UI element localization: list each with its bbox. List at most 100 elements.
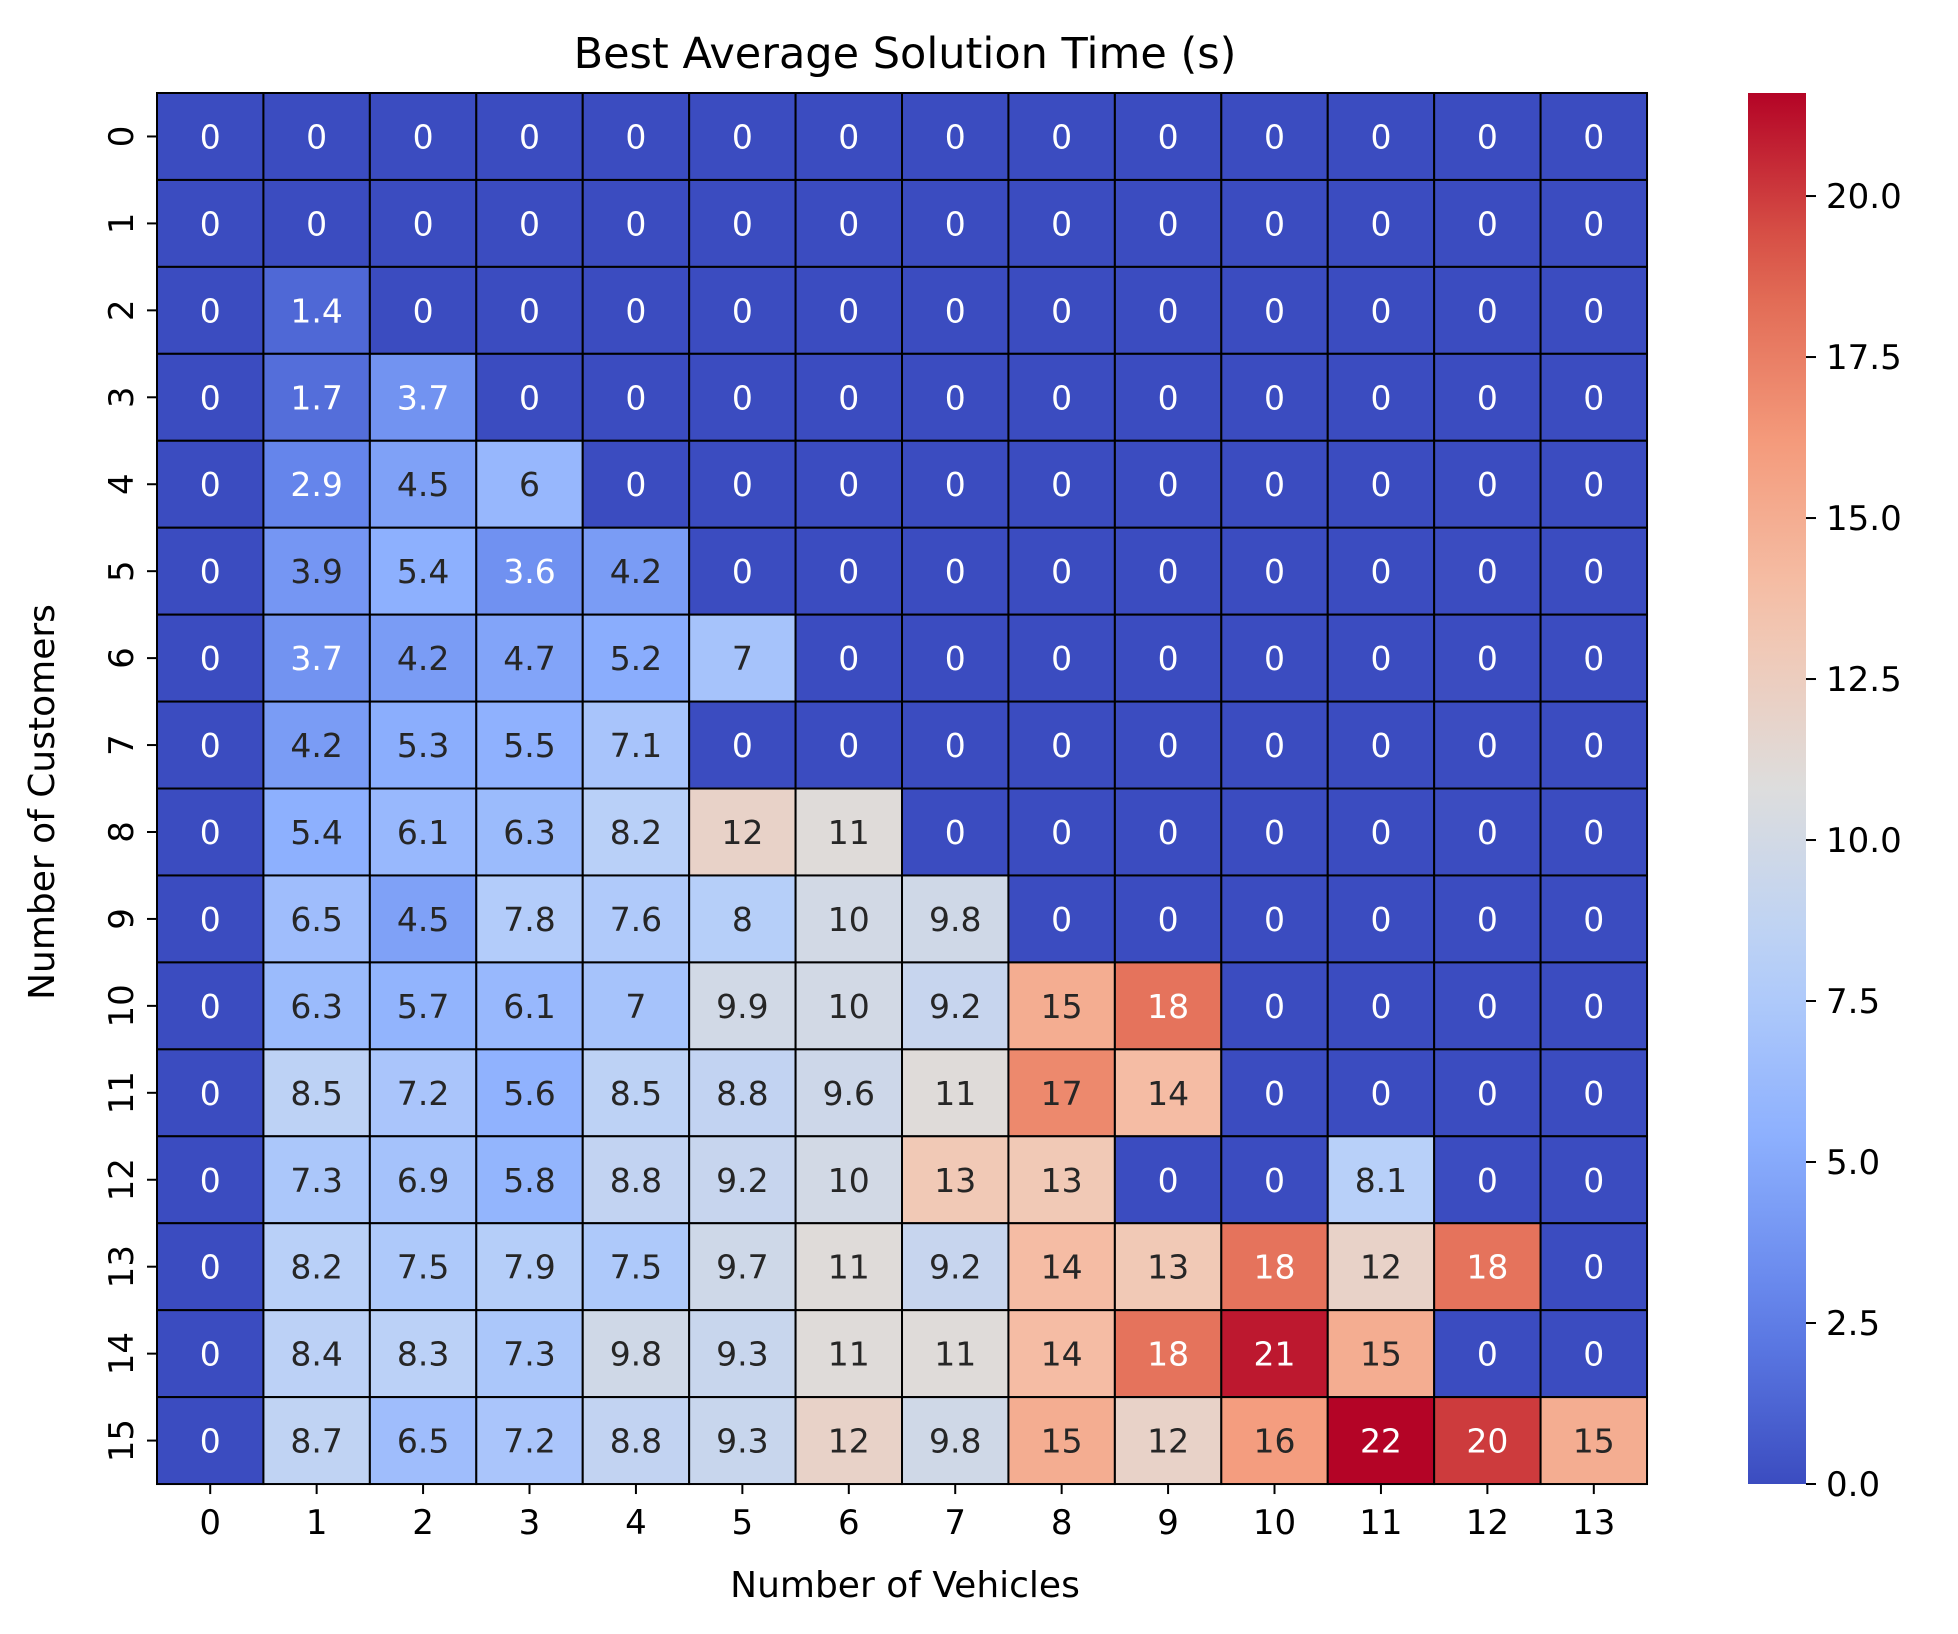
y-tick-label: 4 <box>102 473 142 495</box>
cell-value-label: 0 <box>1264 987 1285 1026</box>
cell-value-label: 13 <box>1041 1161 1083 1200</box>
heatmap-cell <box>368 92 478 181</box>
heatmap-cell <box>1326 92 1436 181</box>
cell-value-label: 0 <box>1264 813 1285 852</box>
heatmap-cell <box>368 874 478 964</box>
cell-value-label: 0 <box>1477 726 1498 765</box>
heatmap-cell <box>901 178 1010 268</box>
cell-value-label: 4.2 <box>397 639 449 678</box>
cell-value-label: 15 <box>1573 1422 1615 1461</box>
cell-value-label: 0 <box>200 900 221 939</box>
heatmap-cell <box>1220 613 1329 703</box>
heatmap-cell <box>156 613 265 703</box>
cell-value-label: 0 <box>200 639 221 678</box>
cell-value-label: 7 <box>732 639 753 678</box>
cell-value-label: 0 <box>1051 552 1072 591</box>
heatmap-cell <box>1220 1309 1329 1399</box>
heatmap-cell <box>901 352 1010 442</box>
cell-value-label: 5.4 <box>397 552 449 591</box>
cell-value-label: 3.7 <box>397 378 449 417</box>
heatmap-cell <box>1539 1135 1649 1225</box>
cell-value-label: 5.2 <box>610 639 662 678</box>
heatmap-cell <box>262 1048 371 1138</box>
cell-value-label: 0 <box>1583 1161 1604 1200</box>
cell-value-label: 0 <box>1477 378 1498 417</box>
heatmap-cell <box>475 613 584 703</box>
cell-value-label: 6.3 <box>290 987 342 1026</box>
cell-value-label: 0 <box>625 291 646 330</box>
x-tick-label: 5 <box>732 1503 754 1543</box>
cell-value-label: 12 <box>1360 1248 1402 1287</box>
cell-value-label: 11 <box>828 1335 870 1374</box>
heatmap-cell <box>156 1309 265 1399</box>
cell-value-label: 4.2 <box>290 726 342 765</box>
cell-value-label: 0 <box>838 204 859 243</box>
cell-value-label: 0 <box>732 465 753 504</box>
heatmap-cell <box>1326 265 1436 355</box>
heatmap-cell <box>1007 700 1116 790</box>
heatmap-cell <box>1539 92 1649 181</box>
y-tick-label: 0 <box>102 126 142 148</box>
cell-value-label: 0 <box>1264 204 1285 243</box>
heatmap-cell <box>1326 1309 1436 1399</box>
cell-value-label: 9.2 <box>716 1161 768 1200</box>
heatmap-cell <box>1326 526 1436 616</box>
cell-value-label: 7.9 <box>503 1248 555 1287</box>
cell-value-label: 0 <box>945 813 966 852</box>
x-tick-label: 13 <box>1572 1503 1615 1543</box>
cell-value-label: 0 <box>1583 1074 1604 1113</box>
heatmap-cell <box>156 1396 265 1486</box>
cell-value-label: 9.6 <box>823 1074 875 1113</box>
heatmap-cell <box>368 1309 478 1399</box>
heatmap-cell <box>794 526 904 616</box>
cell-value-label: 0 <box>732 204 753 243</box>
heatmap-cell <box>1433 874 1542 964</box>
cell-value-label: 0 <box>1370 639 1391 678</box>
cell-value-label: 0 <box>1477 1074 1498 1113</box>
cell-value-label: 6.5 <box>290 900 342 939</box>
cell-value-label: 0 <box>1158 465 1179 504</box>
cell-value-label: 0 <box>625 378 646 417</box>
cell-value-label: 0 <box>945 204 966 243</box>
colorbar-tick-label: 15.0 <box>1826 499 1902 539</box>
cell-value-label: 0 <box>1477 639 1498 678</box>
x-tick-label: 7 <box>944 1503 966 1543</box>
cell-value-label: 0 <box>1370 813 1391 852</box>
heatmap-cell <box>1539 265 1649 355</box>
y-tick-label: 12 <box>102 1158 142 1201</box>
heatmap-cell <box>1433 526 1542 616</box>
cell-value-label: 6 <box>519 465 540 504</box>
cell-value-label: 0 <box>1583 1248 1604 1287</box>
heatmap-cell <box>1539 1222 1649 1312</box>
heatmap-cell <box>156 1048 265 1138</box>
cell-value-label: 15 <box>1360 1335 1402 1374</box>
x-tick-label: 8 <box>1051 1503 1073 1543</box>
cell-value-label: 5.5 <box>503 726 555 765</box>
cell-value-label: 9.9 <box>716 987 768 1026</box>
heatmap-cell <box>1326 700 1436 790</box>
y-axis-label: Number of Customers <box>22 604 63 1000</box>
cell-value-label: 0 <box>1477 900 1498 939</box>
heatmap-cell <box>688 1396 797 1486</box>
x-tick-label: 1 <box>306 1503 328 1543</box>
y-tick-label: 3 <box>102 386 142 408</box>
heatmap-cell <box>262 961 371 1051</box>
cell-value-label: 14 <box>1041 1248 1083 1287</box>
cell-value-label: 0 <box>1051 204 1072 243</box>
cell-value-label: 0 <box>200 987 221 1026</box>
cell-value-label: 0 <box>838 639 859 678</box>
cell-value-label: 0 <box>1583 204 1604 243</box>
colorbar-tick-label: 20.0 <box>1826 177 1902 217</box>
cell-value-label: 11 <box>934 1335 976 1374</box>
cell-value-label: 4.5 <box>397 465 449 504</box>
heatmap-cell <box>1007 526 1116 616</box>
cell-value-label: 0 <box>945 552 966 591</box>
cell-value-label: 12 <box>1147 1422 1189 1461</box>
heatmap-cell <box>1113 1135 1223 1225</box>
cell-value-label: 12 <box>828 1422 870 1461</box>
cell-value-label: 9.7 <box>716 1248 768 1287</box>
cell-value-label: 7.8 <box>503 900 555 939</box>
cell-value-label: 0 <box>1370 465 1391 504</box>
heatmap-cell <box>901 1048 1010 1138</box>
